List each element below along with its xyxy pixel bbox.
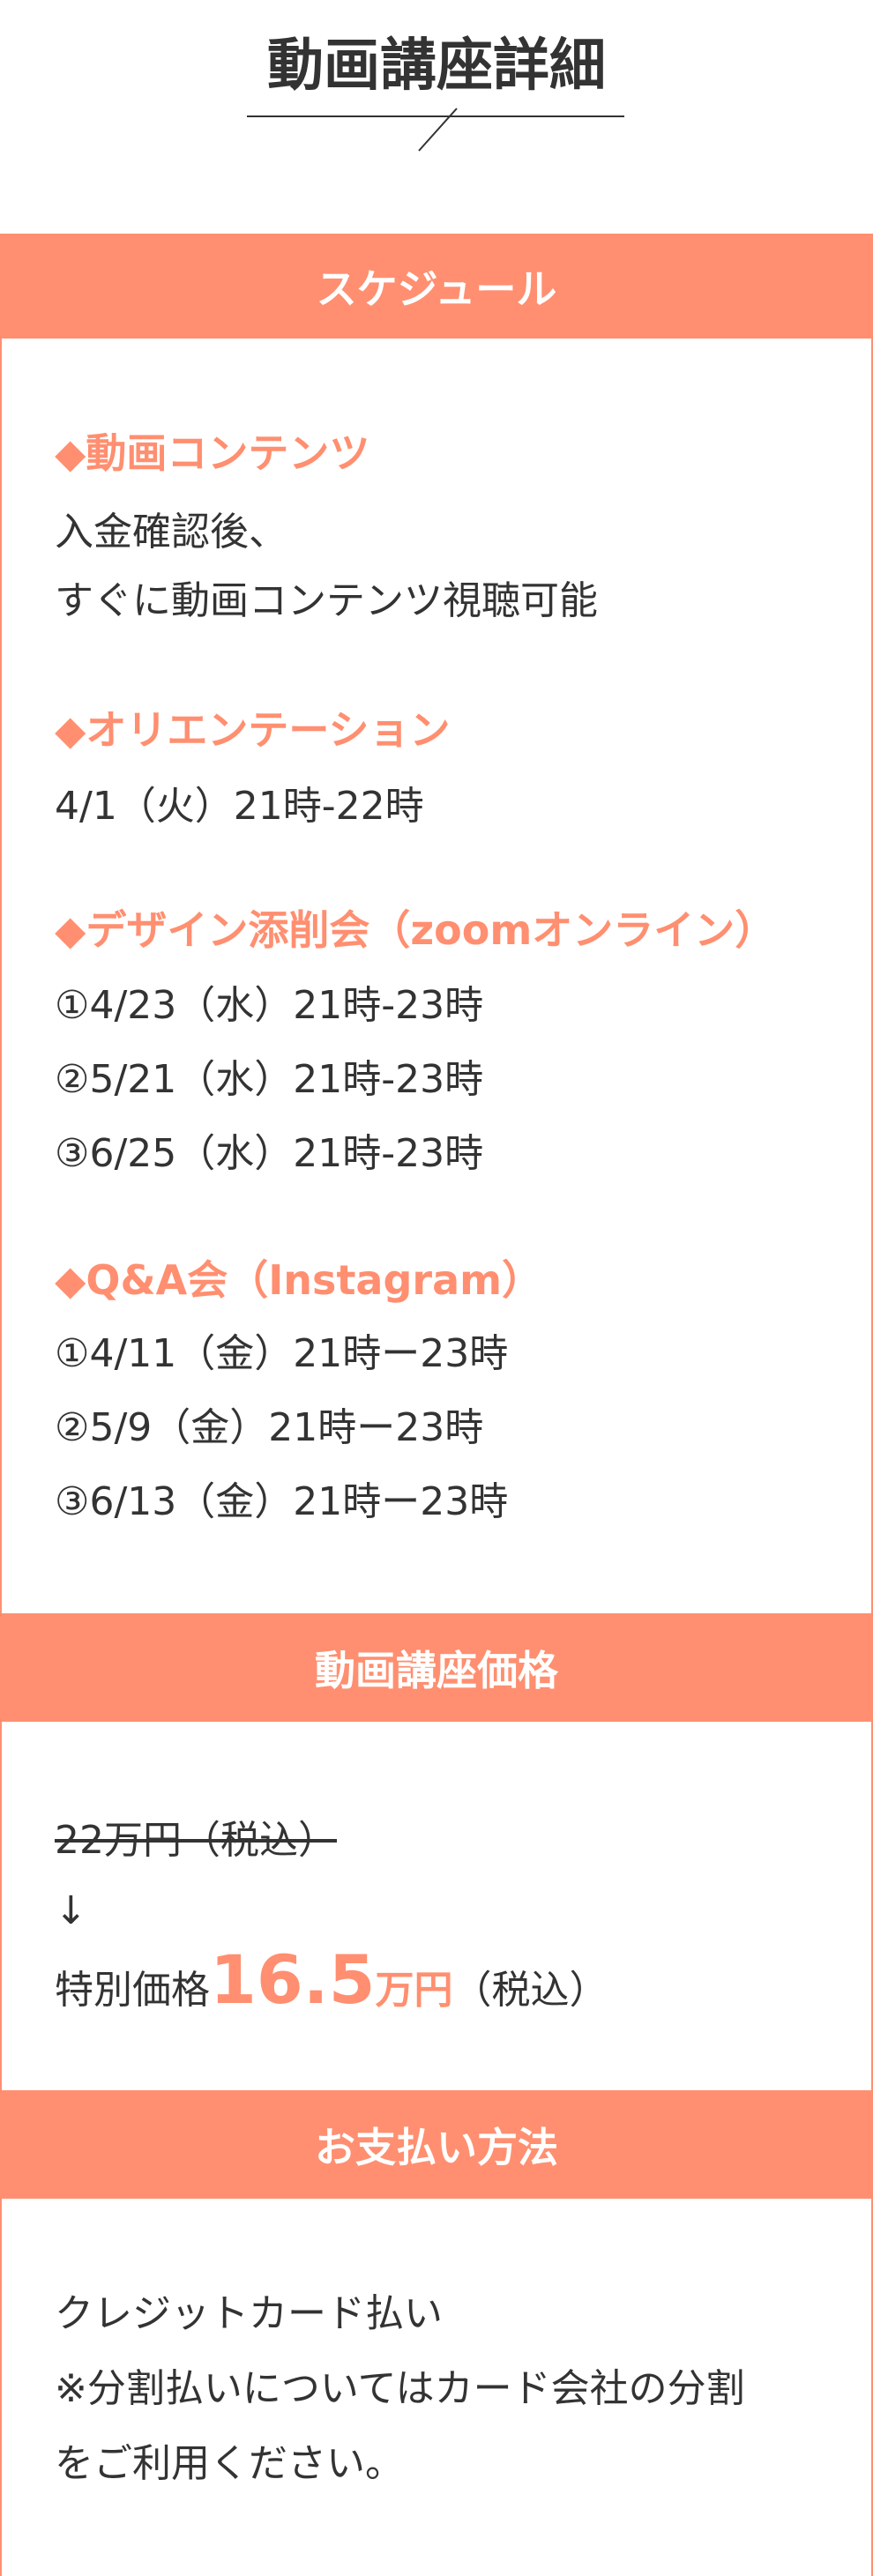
item-heading: ◆オリエンテーション — [55, 706, 451, 754]
item-heading: ◆Q&A会（Instagram） — [55, 1256, 543, 1304]
item-line: 入金確認後、 — [55, 510, 287, 555]
price-label: 特別価格 — [55, 1968, 210, 2013]
price-unit: 万円 — [375, 1968, 453, 2013]
payment-line: クレジットカード払い — [55, 2291, 443, 2336]
item-line: 4/1（火）21時-22時 — [55, 784, 424, 829]
item-heading: ◆動画コンテンツ — [55, 429, 370, 477]
page-title: 動画講座詳細 — [267, 34, 606, 99]
payment-line: ※分割払いについてはカード会社の分割 — [55, 2366, 745, 2411]
special-price: 特別価格16.5万円（税込） — [55, 1947, 608, 2014]
item-heading: ◆デザイン添削会（zoomオンライン） — [55, 906, 776, 954]
item-line: ②5/9（金）21時ー23時 — [55, 1405, 484, 1450]
section-header: 動画講座価格 — [0, 1613, 873, 1722]
section-box — [0, 2199, 873, 2576]
item-line: ③6/25（水）21時-23時 — [55, 1131, 484, 1176]
price-tax: （税込） — [452, 1968, 608, 2013]
section-header: スケジュール — [0, 234, 873, 339]
item-line: ①4/11（金）21時ー23時 — [55, 1331, 509, 1376]
item-line: すぐに動画コンテンツ視聴可能 — [55, 578, 598, 623]
section-box — [0, 1722, 873, 2090]
item-line: ①4/23（水）21時-23時 — [55, 983, 484, 1028]
price-amount: 16.5 — [210, 1940, 376, 2019]
old-price: 22万円（税込） — [55, 1818, 337, 1863]
payment-line: をご利用ください。 — [55, 2441, 404, 2486]
item-line: ③6/13（金）21時ー23時 — [55, 1479, 509, 1524]
section-box — [0, 339, 873, 1613]
section-header: お支払い方法 — [0, 2090, 873, 2199]
item-line: ②5/21（水）21時-23時 — [55, 1057, 484, 1102]
arrow: ↓ — [55, 1888, 87, 1933]
title-underline — [247, 108, 624, 152]
